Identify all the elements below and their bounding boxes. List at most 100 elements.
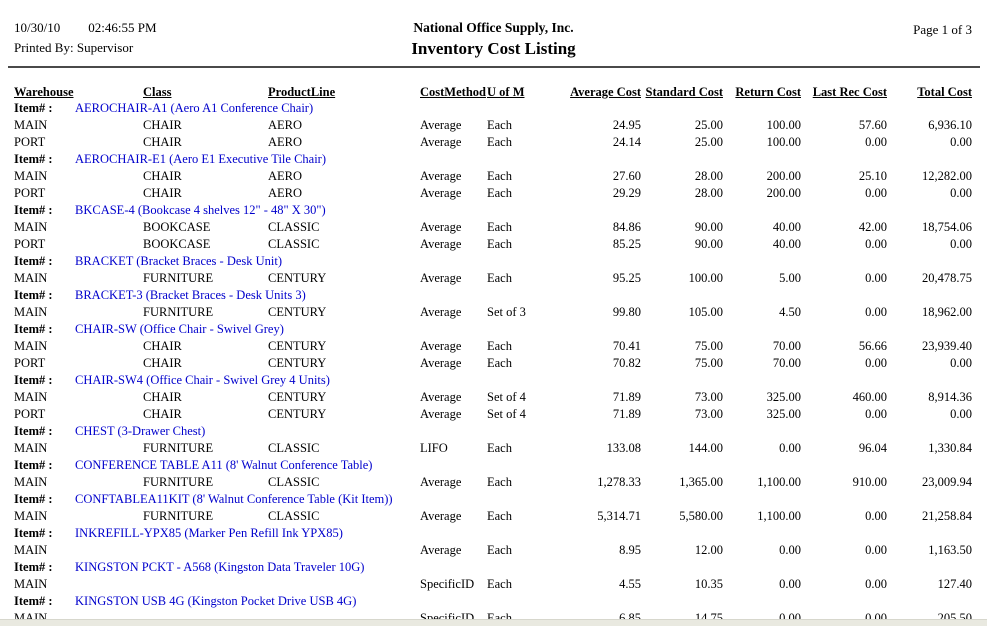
item-description-link[interactable]: KINGSTON PCKT - A568 (Kingston Data Trav… (75, 560, 365, 574)
window-edge-strip (0, 619, 987, 626)
cell-7: 4.50 (779, 305, 801, 319)
inventory-table: Warehouse Class ProductLine CostMethod U of … (14, 80, 972, 627)
cell-7: 70.00 (772, 356, 801, 370)
cell-1: BOOKCASE (143, 220, 211, 234)
cell-8: 57.60 (858, 118, 887, 132)
cell-3: LIFO (420, 441, 448, 455)
cell-2: AERO (268, 186, 303, 200)
cell-2: CENTURY (268, 390, 327, 404)
cell-2: CLASSIC (268, 237, 320, 251)
cell-8: 25.10 (858, 169, 887, 183)
cell-4: Each (487, 186, 512, 200)
cell-7: 325.00 (766, 407, 801, 421)
cell-7: 0.00 (779, 543, 801, 557)
column-header-total-cost: Total Cost (917, 85, 972, 99)
item-description-link[interactable]: AEROCHAIR-A1 (Aero A1 Conference Chair) (75, 101, 314, 115)
column-header-u-of-m: U of M (487, 85, 525, 99)
item-description-link[interactable]: CHAIR-SW4 (Office Chair - Swivel Grey 4 … (75, 373, 330, 387)
detail-row: MAIN CHAIR CENTURY Average Set of 4 71.89 73.0… (14, 389, 972, 406)
cell-3: Average (420, 271, 462, 285)
cell-2: CLASSIC (268, 441, 320, 455)
cell-3: Average (420, 356, 462, 370)
detail-row: MAIN FURNITURE CLASSIC LIFO Each 133.08 144.00… (14, 440, 972, 457)
cell-8: 460.00 (852, 390, 887, 404)
cell-9: 23,009.94 (922, 475, 972, 489)
item-number-label: Item# : (14, 152, 53, 166)
print-datetime: 10/30/10 02:46:55 PM (14, 20, 157, 36)
item-header-row: Item# : CHEST (3-Drawer Chest) (14, 423, 972, 440)
detail-row: PORT CHAIR AERO Average Each 29.29 28.00 200.00… (14, 185, 972, 202)
item-description-link[interactable]: CONFERENCE TABLE A11 (8' Walnut Conferen… (75, 458, 373, 472)
detail-row: MAIN FURNITURE CLASSIC Average Each 1,278.33 1… (14, 474, 972, 491)
cell-5: 1,278.33 (597, 475, 641, 489)
cell-5: 71.89 (612, 407, 641, 421)
item-number-label: Item# : (14, 492, 53, 506)
cell-3: Average (420, 390, 462, 404)
cell-8: 0.00 (865, 237, 887, 251)
cell-7: 0.00 (779, 577, 801, 591)
cell-4: Each (487, 135, 512, 149)
cell-1: CHAIR (143, 186, 182, 200)
cell-6: 75.00 (694, 356, 723, 370)
cell-1: FURNITURE (143, 305, 214, 319)
item-description-link[interactable]: BKCASE-4 (Bookcase 4 shelves 12" - 48" X… (75, 203, 326, 217)
item-header-row: Item# : INKREFILL-YPX85 (Marker Pen Refil… (14, 525, 972, 542)
cell-7: 200.00 (766, 169, 801, 183)
cell-1: FURNITURE (143, 271, 214, 285)
header-left: 10/30/10 02:46:55 PM Printed By: Supervis… (14, 20, 157, 56)
cell-3: Average (420, 509, 462, 523)
cell-2: CLASSIC (268, 509, 320, 523)
item-header-row: Item# : BKCASE-4 (Bookcase 4 shelves 12" … (14, 202, 972, 219)
cell-3: Average (420, 305, 462, 319)
cell-8: 0.00 (865, 271, 887, 285)
item-description-link[interactable]: CHEST (3-Drawer Chest) (75, 424, 206, 438)
cell-0: MAIN (14, 441, 48, 455)
item-description-link[interactable]: AEROCHAIR-E1 (Aero E1 Executive Tile Cha… (75, 152, 327, 166)
cell-3: Average (420, 186, 462, 200)
cell-8: 0.00 (865, 543, 887, 557)
cell-6: 90.00 (694, 220, 723, 234)
print-date: 10/30/10 (14, 20, 61, 35)
cell-7: 1,100.00 (757, 509, 801, 523)
detail-row: MAIN CHAIR AERO Average Each 27.60 28.00 200.00… (14, 168, 972, 185)
cell-9: 0.00 (950, 186, 972, 200)
cell-9: 1,163.50 (928, 543, 972, 557)
cell-6: 12.00 (694, 543, 723, 557)
cell-6: 25.00 (694, 135, 723, 149)
cell-0: MAIN (14, 475, 48, 489)
item-header-row: Item# : KINGSTON PCKT - A568 (Kingston Da… (14, 559, 972, 576)
item-description-link[interactable]: CHAIR-SW (Office Chair - Swivel Grey) (75, 322, 284, 336)
item-description-link[interactable]: KINGSTON USB 4G (Kingston Pocket Drive U… (75, 594, 357, 608)
cell-5: 27.60 (612, 169, 641, 183)
column-header-last-rec-cost: Last Rec Cost (812, 85, 887, 99)
cell-0: PORT (14, 135, 46, 149)
item-header-row: Item# : CHAIR-SW (Office Chair - Swivel G… (14, 321, 972, 338)
cell-9: 0.00 (950, 356, 972, 370)
cell-8: 96.04 (858, 441, 887, 455)
cell-6: 5,580.00 (679, 509, 723, 523)
cell-8: 910.00 (852, 475, 887, 489)
cell-8: 0.00 (865, 509, 887, 523)
item-number-label: Item# : (14, 322, 53, 336)
item-description-link[interactable]: CONFTABLEA11KIT (8' Walnut Conference Ta… (75, 492, 393, 506)
item-description-link[interactable]: BRACKET-3 (Bracket Braces - Desk Units 3… (75, 288, 306, 302)
cell-0: MAIN (14, 220, 48, 234)
item-header-row: Item# : CHAIR-SW4 (Office Chair - Swivel … (14, 372, 972, 389)
cell-4: Each (487, 509, 512, 523)
cell-1 (143, 542, 268, 559)
cell-0: MAIN (14, 390, 48, 404)
cell-6: 105.00 (688, 305, 723, 319)
cell-4: Set of 3 (487, 305, 526, 319)
item-description-link[interactable]: INKREFILL-YPX85 (Marker Pen Refill Ink Y… (75, 526, 343, 540)
item-number-label: Item# : (14, 526, 53, 540)
item-description-link[interactable]: BRACKET (Bracket Braces - Desk Unit) (75, 254, 283, 268)
cell-7: 0.00 (779, 441, 801, 455)
cell-6: 10.35 (694, 577, 723, 591)
cell-9: 0.00 (950, 135, 972, 149)
detail-row: PORT CHAIR CENTURY Average Set of 4 71.89 73.0… (14, 406, 972, 423)
cell-5: 85.25 (612, 237, 641, 251)
cell-1 (143, 576, 268, 593)
cell-7: 40.00 (772, 237, 801, 251)
cell-5: 99.80 (612, 305, 641, 319)
